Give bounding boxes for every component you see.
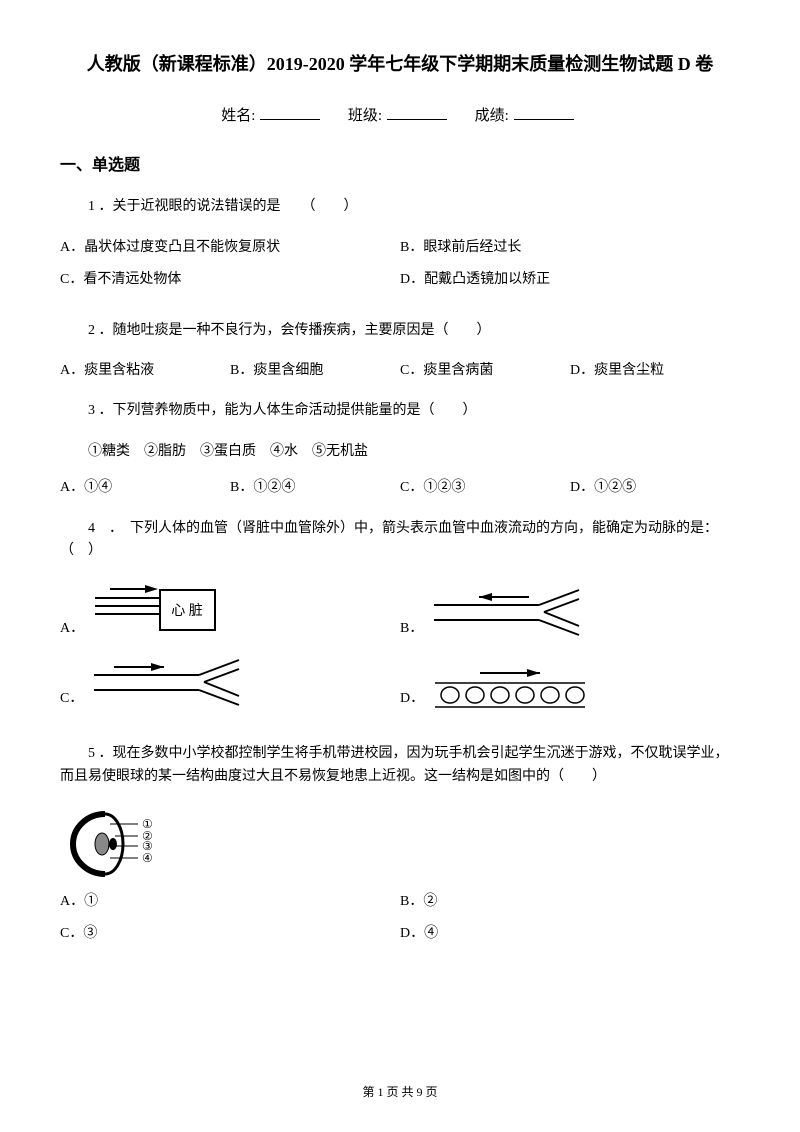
q4-label-b: B． [400,618,423,640]
q4-opt-a: A． 心 脏 [60,580,400,640]
q4-diagram-c [89,655,259,710]
score-label: 成绩: [475,108,509,124]
q1-opt-c: C．看不清远处物体 [60,269,400,291]
q3-items: ①糖类 ②脂肪 ③蛋白质 ④水 ⑤无机盐 [60,441,740,463]
q4-options: A． 心 脏 B． [60,580,740,725]
q3-options: A．①④ B．①②④ C．①②③ D．①②⑤ [60,477,740,499]
student-info-line: 姓名: 班级: 成绩: [60,104,740,128]
q3-opt-a: A．①④ [60,477,230,499]
q4-label-a: A． [60,618,84,640]
q3-opt-c: C．①②③ [400,477,570,499]
q2-stem: 2 ．随地吐痰是一种不良行为，会传播疾病，主要原因是（ ） [60,320,740,342]
q4-label-d: D． [400,688,424,710]
q3-opt-b: B．①②④ [230,477,400,499]
q4-diagram-a: 心 脏 [90,580,240,640]
svg-text:心 脏: 心 脏 [171,603,203,619]
q5-opt-c: C．③ [60,923,400,945]
exam-title: 人教版（新课程标准）2019-2020 学年七年级下学期期末质量检测生物试题 D… [60,50,740,79]
q4-diagram-b [429,585,599,640]
q1-opt-a: A．晶状体过度变凸且不能恢复原状 [60,237,400,259]
q5-opt-a: A．① [60,891,400,913]
q1-opt-d: D．配戴凸透镜加以矫正 [400,269,740,291]
class-blank [387,119,447,120]
q2-opt-d: D．痰里含尘粒 [570,360,740,382]
q5-opt-b: B．② [400,891,740,913]
q2-opt-a: A．痰里含粘液 [60,360,230,382]
q4-stem: 4 ． 下列人体的血管（肾脏中血管除外）中，箭头表示血管中血液流动的方向，能确定… [60,518,740,563]
q5-opt-d: D．④ [400,923,740,945]
q4-opt-c: C． [60,655,400,710]
q5-options: A．① B．② C．③ D．④ [60,891,740,956]
score-blank [514,119,574,120]
q5-stem: 5 ．现在多数中小学校都控制学生将手机带进校园，因为玩手机会引起学生沉迷于游戏，… [60,743,740,788]
svg-text:④: ④ [142,851,153,865]
q1-options: A．晶状体过度变凸且不能恢复原状 B．眼球前后经过长 C．看不清远处物体 D．配… [60,237,740,302]
name-label: 姓名: [221,108,255,124]
q4-diagram-d [430,665,590,710]
q3-opt-d: D．①②⑤ [570,477,740,499]
q2-opt-c: C．痰里含病菌 [400,360,570,382]
page-footer: 第 1 页 共 9 页 [0,1083,800,1102]
section-1-heading: 一、单选题 [60,153,740,179]
q4-opt-d: D． [400,655,740,710]
q4-label-c: C． [60,688,83,710]
q4-opt-b: B． [400,580,740,640]
q1-stem: 1 ．关于近视眼的说法错误的是 （ ） [60,196,740,218]
q3-stem: 3 ．下列营养物质中，能为人体生命活动提供能量的是（ ） [60,400,740,422]
q2-opt-b: B．痰里含细胞 [230,360,400,382]
q2-options: A．痰里含粘液 B．痰里含细胞 C．痰里含病菌 D．痰里含尘粒 [60,360,740,382]
class-label: 班级: [348,108,382,124]
q1-opt-b: B．眼球前后经过长 [400,237,740,259]
name-blank [260,119,320,120]
q5-diagram: ① ② ③ ④ [60,806,740,881]
